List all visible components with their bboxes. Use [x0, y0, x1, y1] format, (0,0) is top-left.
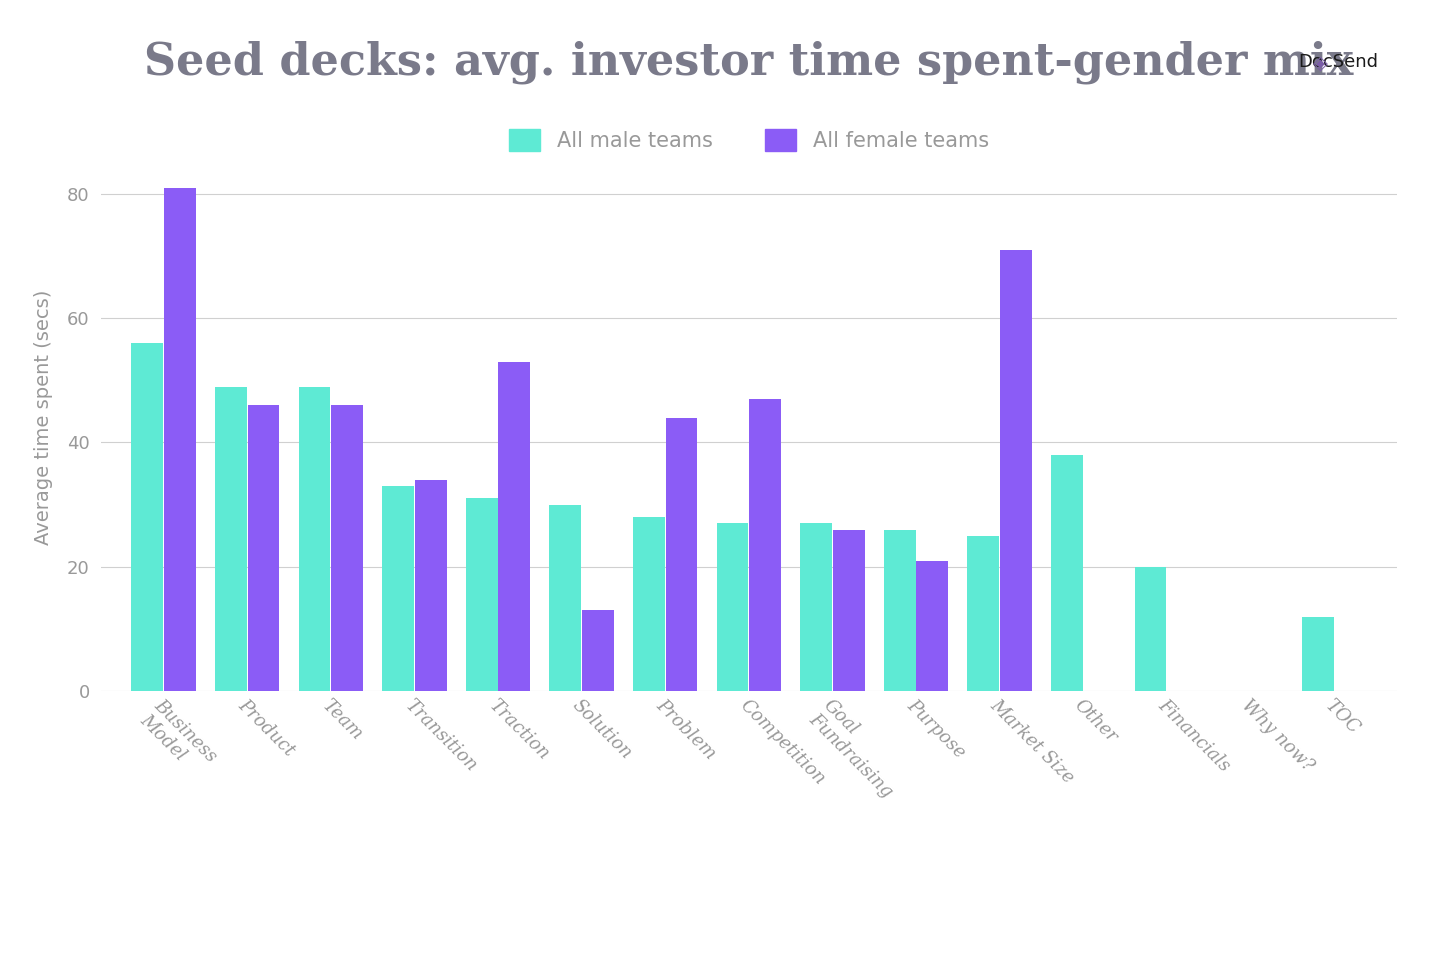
- Legend: All male teams, All female teams: All male teams, All female teams: [498, 119, 999, 161]
- Bar: [415, 480, 446, 691]
- Bar: [1302, 616, 1333, 691]
- Bar: [1051, 455, 1083, 691]
- Bar: [665, 418, 697, 691]
- Bar: [916, 561, 948, 691]
- Bar: [999, 250, 1032, 691]
- Bar: [215, 387, 246, 691]
- Title: Seed decks: avg. investor time spent-gender mix: Seed decks: avg. investor time spent-gen…: [144, 40, 1354, 84]
- Bar: [131, 343, 163, 691]
- Bar: [801, 523, 832, 691]
- Text: DocSend: DocSend: [1297, 53, 1378, 71]
- Bar: [749, 399, 780, 691]
- Bar: [550, 505, 582, 691]
- Text: ◈: ◈: [1313, 54, 1328, 73]
- Bar: [164, 187, 196, 691]
- Bar: [248, 405, 279, 691]
- Bar: [298, 387, 330, 691]
- Bar: [382, 486, 413, 691]
- Bar: [498, 362, 530, 691]
- Y-axis label: Average time spent (secs): Average time spent (secs): [35, 290, 53, 545]
- Bar: [968, 536, 999, 691]
- Bar: [465, 498, 498, 691]
- Bar: [1135, 566, 1166, 691]
- Bar: [832, 530, 864, 691]
- Bar: [582, 611, 613, 691]
- Bar: [717, 523, 749, 691]
- Bar: [884, 530, 916, 691]
- Bar: [331, 405, 363, 691]
- Bar: [634, 517, 665, 691]
